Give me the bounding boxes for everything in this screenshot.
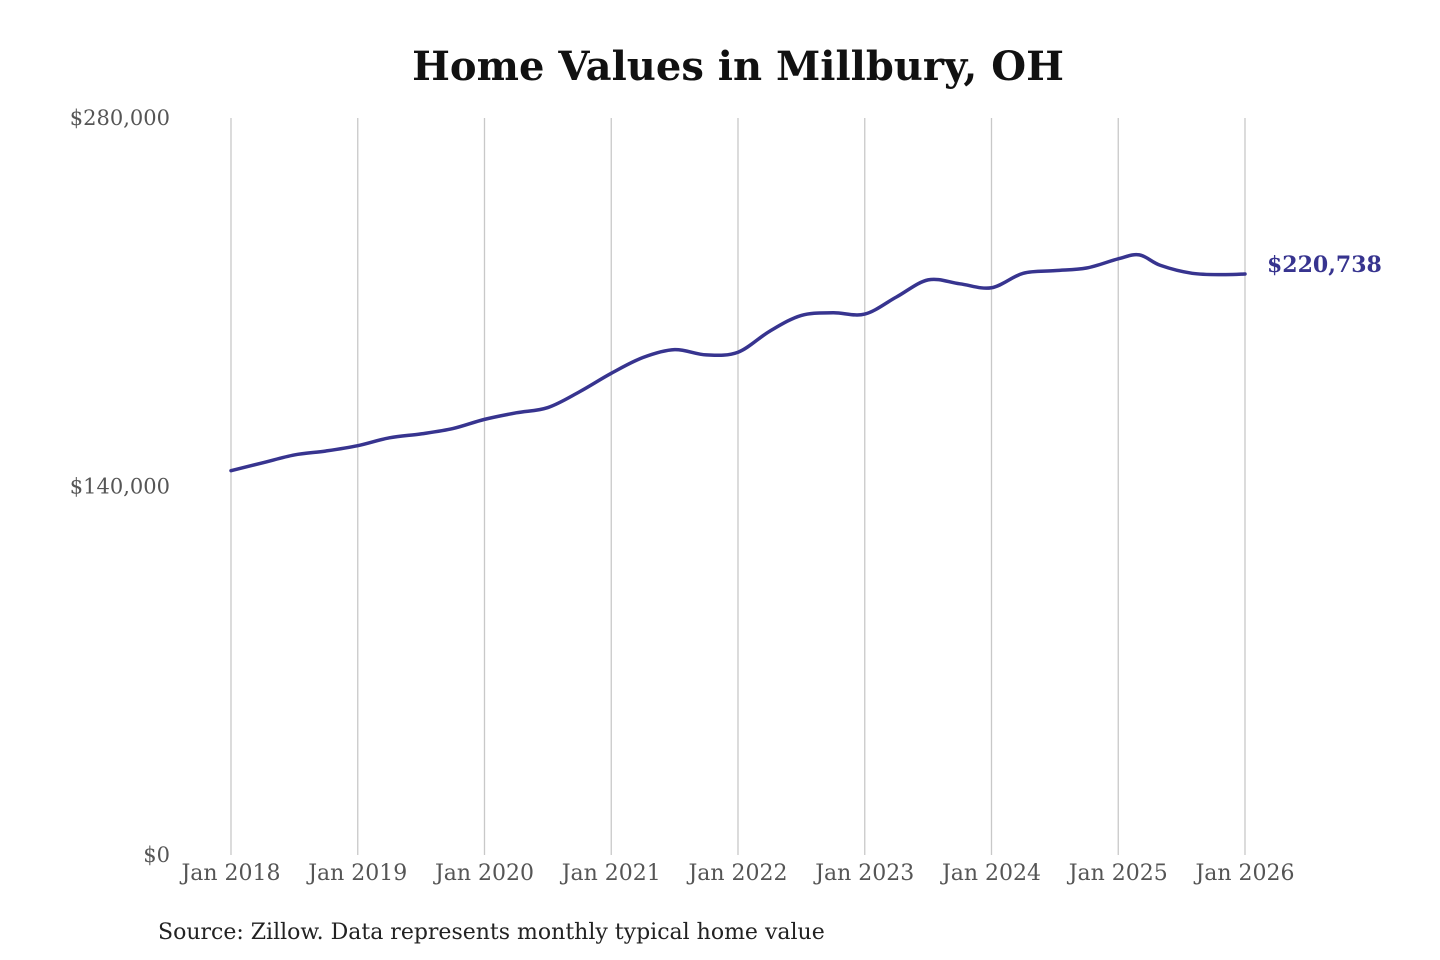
x-tick-label: Jan 2024 xyxy=(940,861,1041,886)
x-tick-label: Jan 2019 xyxy=(306,861,407,886)
y-axis: $0 $140,000 $280,000 xyxy=(70,106,170,867)
x-tick-label: Jan 2018 xyxy=(179,861,280,886)
x-tick-label: Jan 2025 xyxy=(1067,861,1168,886)
chart-title: Home Values in Millbury, OH xyxy=(412,43,1064,90)
end-value-label: $220,738 xyxy=(1267,252,1382,278)
series-line xyxy=(229,252,1247,473)
x-tick-label: Jan 2020 xyxy=(433,861,534,886)
y-tick-label: $0 xyxy=(143,843,170,867)
x-tick-label: Jan 2023 xyxy=(813,861,914,886)
x-axis: Jan 2018 Jan 2019 Jan 2020 Jan 2021 Jan 2022… xyxy=(179,861,1294,886)
y-tick-label: $280,000 xyxy=(70,106,170,130)
x-tick-label: Jan 2022 xyxy=(686,861,787,886)
plot-area: $220,738 xyxy=(229,252,1382,473)
gridlines xyxy=(230,118,1246,855)
x-tick-label: Jan 2021 xyxy=(560,861,661,886)
source-note: Source: Zillow. Data represents monthly … xyxy=(158,920,825,945)
x-tick-label: Jan 2026 xyxy=(1193,861,1294,886)
y-tick-label: $140,000 xyxy=(70,475,170,499)
